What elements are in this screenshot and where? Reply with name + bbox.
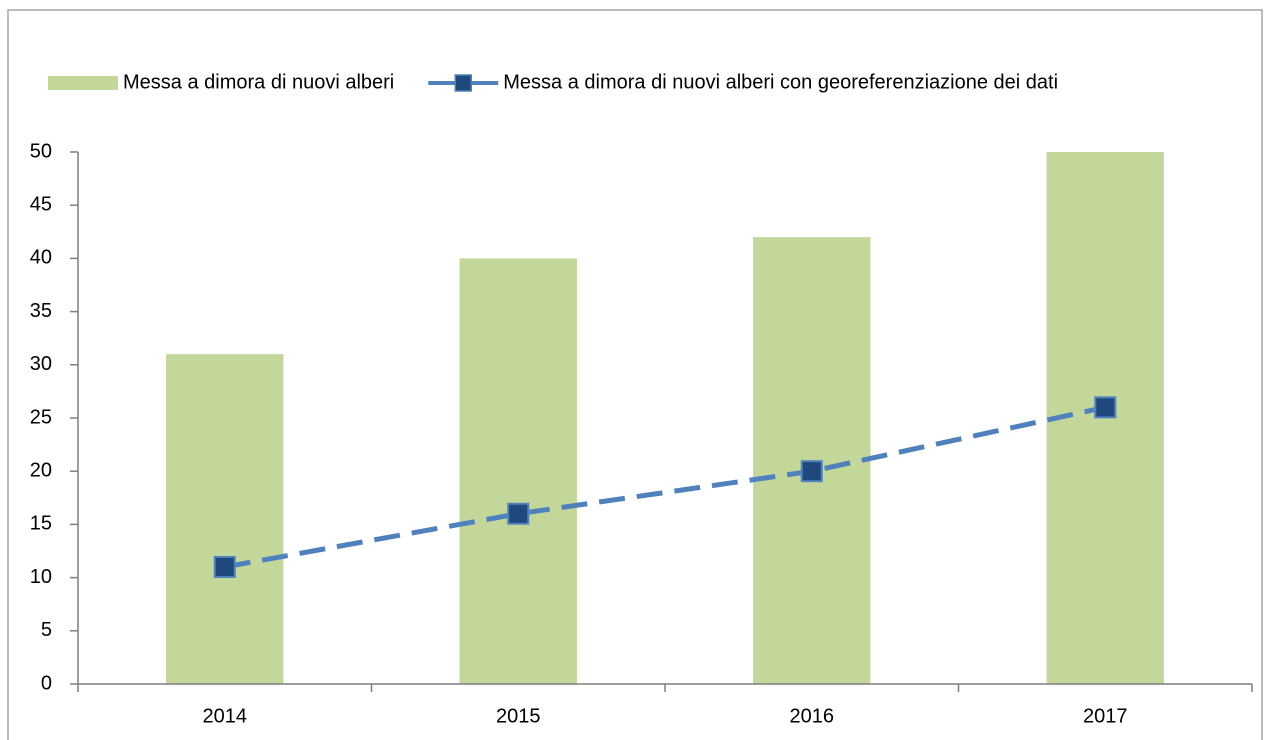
y-tick-label: 40: [30, 247, 52, 269]
bar: [459, 258, 577, 684]
y-tick-label: 25: [30, 406, 52, 428]
x-tick-label: 2015: [496, 705, 541, 727]
line: [224, 404, 1106, 570]
y-tick-label: 5: [41, 619, 52, 641]
y-tick-label: 50: [30, 140, 52, 162]
y-tick-label: 20: [30, 459, 52, 481]
legend-marker: [454, 74, 472, 92]
x-tick-label: 2017: [1083, 705, 1128, 727]
bar: [166, 354, 284, 684]
chart-border: [7, 9, 1263, 740]
x-tick-label: 2016: [790, 705, 835, 727]
y-tick-label: 30: [30, 353, 52, 375]
legend-label: Messa a dimora di nuovi alberi con geore…: [503, 71, 1058, 93]
legend-swatch: [48, 76, 118, 90]
y-tick-label: 0: [41, 672, 52, 694]
marker: [507, 502, 530, 525]
y-tick-label: 35: [30, 300, 52, 322]
x-tick-label: 2014: [203, 705, 248, 727]
marker: [1094, 396, 1117, 419]
marker: [800, 460, 823, 483]
marker: [213, 555, 236, 578]
legend-label: Messa a dimora di nuovi alberi: [123, 71, 394, 93]
y-tick-label: 45: [30, 193, 52, 215]
y-tick-label: 15: [30, 513, 52, 535]
y-tick-label: 10: [30, 566, 52, 588]
